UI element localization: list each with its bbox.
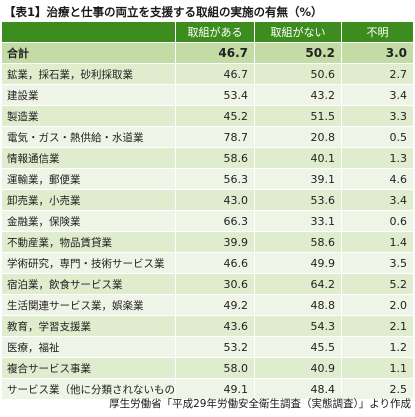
row-label: 学術研究，専門・技術サービス業 [1,252,176,274]
value-cell: 46.7 [175,42,255,64]
value-cell: 46.7 [175,63,255,85]
value-cell: 39.1 [254,168,342,190]
value-cell: 39.9 [175,231,255,253]
data-table: 取組がある 取組がない 不明 合計 46.7 50.2 3.0 鉱業，採石業，砂… [1,21,414,400]
value-cell: 3.4 [341,189,414,211]
table-row: 医療，福祉 53.2 45.5 1.2 [1,336,414,358]
value-cell: 2.0 [341,294,414,316]
value-cell: 56.3 [175,168,255,190]
value-cell: 64.2 [254,273,342,295]
value-cell: 40.1 [254,147,342,169]
column-header: 取組がない [254,21,342,43]
row-label: 金融業，保険業 [1,210,176,232]
table-row: 鉱業，採石業，砂利採取業 46.7 50.6 2.7 [1,63,414,85]
value-cell: 43.2 [254,84,342,106]
column-header: 取組がある [175,21,255,43]
table-row: 不動産業，物品賃貸業 39.9 58.6 1.4 [1,231,414,253]
value-cell: 1.1 [341,357,414,379]
table-row: 卸売業，小売業 43.0 53.6 3.4 [1,189,414,211]
value-cell: 5.2 [341,273,414,295]
value-cell: 50.6 [254,63,342,85]
table-row: 電気・ガス・熱供給・水道業 78.7 20.8 0.5 [1,126,414,148]
row-label: 不動産業，物品賃貸業 [1,231,176,253]
value-cell: 30.6 [175,273,255,295]
table-title: 【表1】治療と仕事の両立を支援する取組の実施の有無（%） [4,5,323,19]
value-cell: 43.6 [175,315,255,337]
row-label: 情報通信業 [1,147,176,169]
table-row: 金融業，保険業 66.3 33.1 0.6 [1,210,414,232]
value-cell: 50.2 [254,42,342,64]
value-cell: 3.4 [341,84,414,106]
table-row: 建設業 53.4 43.2 3.4 [1,84,414,106]
table-row: 複合サービス事業 58.0 40.9 1.1 [1,357,414,379]
row-label: 複合サービス事業 [1,357,176,379]
value-cell: 4.6 [341,168,414,190]
value-cell: 3.5 [341,252,414,274]
row-label: 鉱業，採石業，砂利採取業 [1,63,176,85]
value-cell: 78.7 [175,126,255,148]
value-cell: 43.0 [175,189,255,211]
value-cell: 66.3 [175,210,255,232]
value-cell: 1.2 [341,336,414,358]
row-label: 医療，福祉 [1,336,176,358]
value-cell: 49.9 [254,252,342,274]
table-row: サービス業（他に分類されないもの） 49.1 48.4 2.5 [1,378,414,400]
source-note: 厚生労働省「平成29年労働安全衛生調査（実態調査）」より作成 [109,398,411,410]
value-cell: 49.1 [175,378,255,400]
table-row: 製造業 45.2 51.5 3.3 [1,105,414,127]
value-cell: 3.3 [341,105,414,127]
value-cell: 2.1 [341,315,414,337]
total-row: 合計 46.7 50.2 3.0 [1,42,414,64]
row-label: 卸売業，小売業 [1,189,176,211]
value-cell: 53.6 [254,189,342,211]
row-label: 生活関連サービス業，娯楽業 [1,294,176,316]
table-row: 学術研究，専門・技術サービス業 46.6 49.9 3.5 [1,252,414,274]
value-cell: 48.8 [254,294,342,316]
value-cell: 58.0 [175,357,255,379]
value-cell: 1.3 [341,147,414,169]
row-label: 製造業 [1,105,176,127]
row-label: 教育，学習支援業 [1,315,176,337]
value-cell: 3.0 [341,42,414,64]
table-row: 運輸業，郵便業 56.3 39.1 4.6 [1,168,414,190]
value-cell: 45.2 [175,105,255,127]
row-label: 建設業 [1,84,176,106]
value-cell: 33.1 [254,210,342,232]
table-row: 宿泊業，飲食サービス業 30.6 64.2 5.2 [1,273,414,295]
table-row: 生活関連サービス業，娯楽業 49.2 48.8 2.0 [1,294,414,316]
value-cell: 58.6 [175,147,255,169]
value-cell: 54.3 [254,315,342,337]
value-cell: 53.4 [175,84,255,106]
table-row: 情報通信業 58.6 40.1 1.3 [1,147,414,169]
value-cell: 58.6 [254,231,342,253]
header-row: 取組がある 取組がない 不明 [1,21,414,43]
row-label: 宿泊業，飲食サービス業 [1,273,176,295]
row-label: 電気・ガス・熱供給・水道業 [1,126,176,148]
value-cell: 20.8 [254,126,342,148]
value-cell: 1.4 [341,231,414,253]
value-cell: 40.9 [254,357,342,379]
row-label: 運輸業，郵便業 [1,168,176,190]
value-cell: 2.7 [341,63,414,85]
value-cell: 53.2 [175,336,255,358]
value-cell: 0.6 [341,210,414,232]
header-corner-cell [1,21,176,43]
value-cell: 49.2 [175,294,255,316]
value-cell: 2.5 [341,378,414,400]
value-cell: 45.5 [254,336,342,358]
row-label: サービス業（他に分類されないもの） [1,378,176,400]
table-row: 教育，学習支援業 43.6 54.3 2.1 [1,315,414,337]
column-header: 不明 [341,21,414,43]
value-cell: 51.5 [254,105,342,127]
value-cell: 0.5 [341,126,414,148]
value-cell: 46.6 [175,252,255,274]
value-cell: 48.4 [254,378,342,400]
row-label: 合計 [1,42,176,64]
